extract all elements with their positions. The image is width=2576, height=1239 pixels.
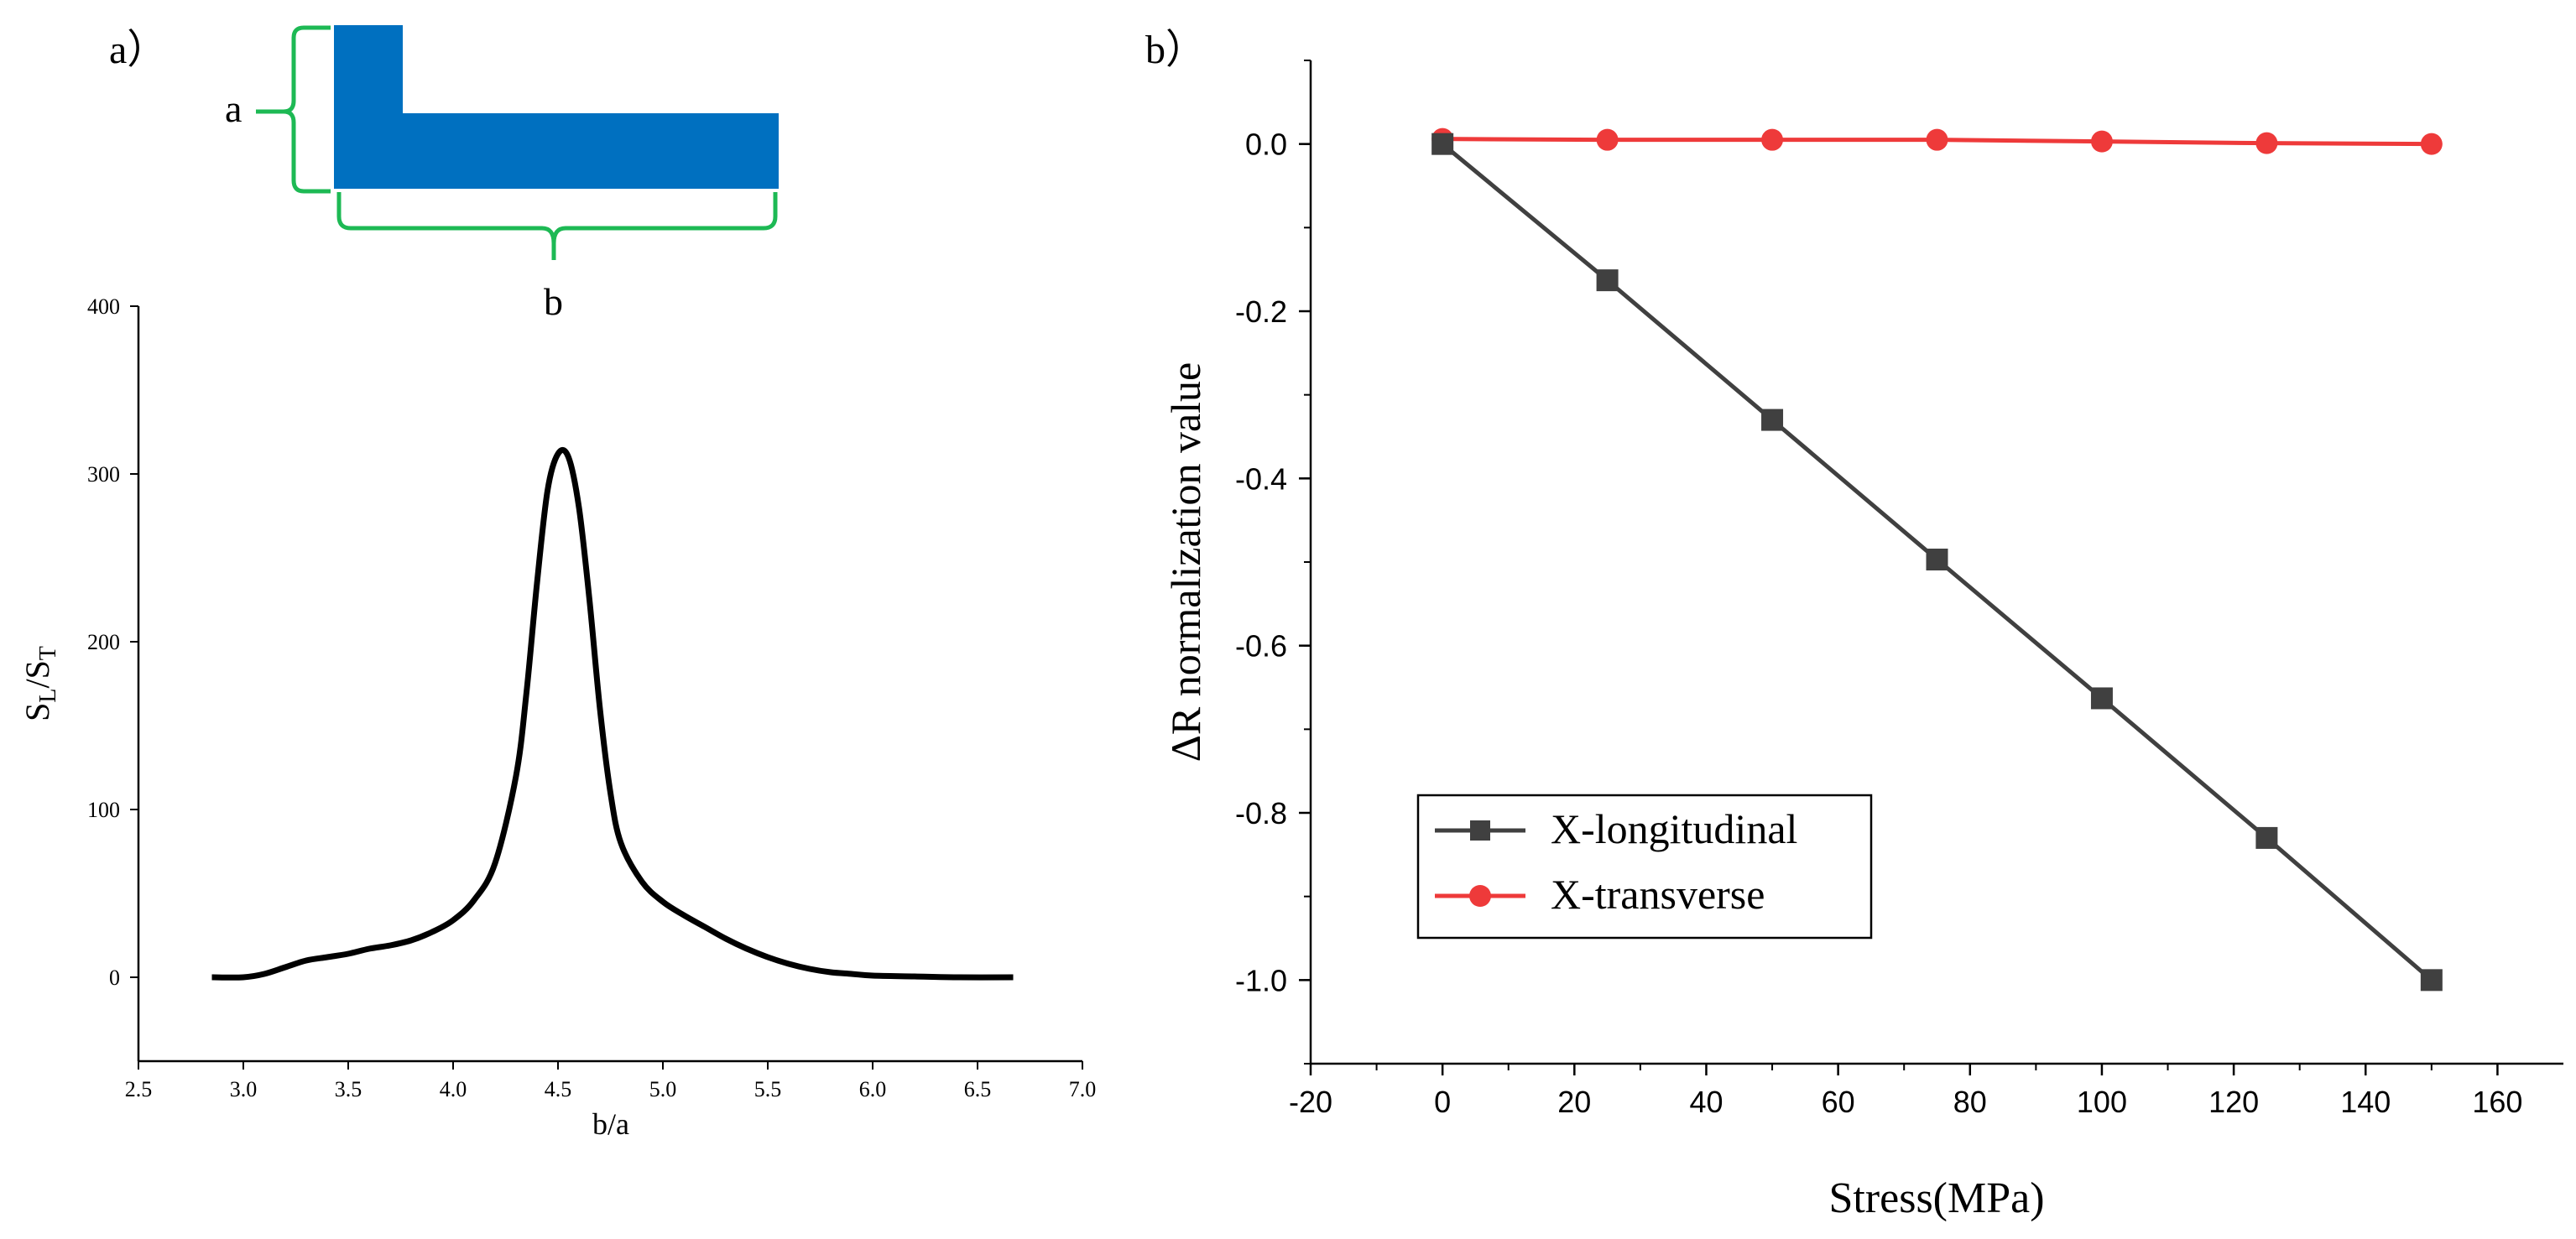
legend-box (1416, 794, 1873, 940)
x-ticks: -20 0 20 40 60 80 100 120 140 160 (1289, 1064, 2522, 1119)
y-tick-label: 200 (87, 630, 120, 654)
x-tick-label: 6.5 (964, 1077, 992, 1101)
x-tick-label: 3.5 (335, 1077, 362, 1101)
legend-label-transverse: X-transverse (1551, 871, 1765, 918)
legend-marker-transverse (1469, 885, 1491, 907)
dim-a-label: a (225, 87, 242, 130)
bracket-b (336, 192, 778, 260)
y-tick-label: -0.4 (1235, 461, 1287, 496)
panel-a-schematic: a b (225, 25, 779, 323)
y-axis-label: ΔR normalization value (1162, 362, 1209, 762)
series-layer (1431, 128, 2443, 992)
cross-section-shape (334, 25, 779, 189)
data-point-x-longitudinal (2420, 969, 2443, 992)
panel-a-chart: 0 100 200 300 400 2.5 3.0 3.5 4.0 4.5 5.0 5.5 6.0 6.… (18, 294, 1096, 1141)
x-tick-label: 160 (2472, 1085, 2522, 1119)
data-point-x-longitudinal (1596, 269, 1619, 292)
x-tick-label: 3.0 (230, 1077, 258, 1101)
data-point-x-longitudinal (2255, 826, 2278, 849)
x-tick-label: 5.5 (754, 1077, 782, 1101)
x-ticks: 2.5 3.0 3.5 4.0 4.5 5.0 5.5 6.0 6.5 7.0 (125, 1061, 1097, 1101)
x-tick-label: 40 (1689, 1085, 1723, 1119)
y-tick-label: 400 (87, 294, 120, 319)
y-tick-label: -0.2 (1235, 294, 1287, 329)
legend-label-longitudinal: X-longitudinal (1551, 805, 1797, 852)
x-tick-label: 4.0 (440, 1077, 467, 1101)
x-tick-label: 5.0 (649, 1077, 677, 1101)
panel-b-chart: 0.0 -0.2 -0.4 -0.6 -0.8 -1.0 -20 0 20 40 60 80 100 1… (1162, 60, 2563, 1222)
data-point-x-transverse (1926, 128, 1948, 151)
data-point-x-longitudinal (2090, 687, 2113, 710)
data-point-x-longitudinal (1926, 549, 1948, 571)
y-ticks: 0.0 -0.2 -0.4 -0.6 -0.8 -1.0 (1235, 60, 1311, 1065)
panel-a-label: a） (109, 28, 167, 72)
legend: X-longitudinal X-transverse (1416, 794, 1873, 940)
y-tick-label: 0.0 (1245, 128, 1287, 162)
x-tick-label: -20 (1289, 1085, 1332, 1119)
x-axis-label: Stress(MPa) (1828, 1174, 2044, 1222)
x-tick-label: 6.0 (859, 1077, 887, 1101)
panel-b-label: b） (1145, 28, 1206, 72)
y-tick-label: -0.8 (1235, 796, 1287, 830)
x-tick-label: 120 (2208, 1085, 2259, 1119)
x-tick-label: 0 (1434, 1085, 1451, 1119)
x-tick-label: 4.5 (545, 1077, 572, 1101)
series-line-sl-st (211, 447, 1014, 981)
bracket-a (256, 25, 331, 194)
y-tick-label: -0.6 (1235, 629, 1287, 664)
x-tick-label: 60 (1822, 1085, 1855, 1119)
data-point-x-transverse (2255, 132, 2278, 154)
data-point-x-transverse (2420, 133, 2443, 155)
data-point-x-longitudinal (1761, 409, 1784, 431)
dim-b-label: b (544, 280, 563, 323)
x-tick-label: 80 (1953, 1085, 1987, 1119)
y-tick-label: -1.0 (1235, 963, 1287, 997)
y-ticks: 0 100 200 300 400 (87, 294, 138, 990)
x-tick-label: 2.5 (125, 1077, 153, 1101)
x-tick-label: 100 (2077, 1085, 2127, 1119)
x-axis-label: b/a (592, 1107, 629, 1141)
y-tick-label: 0 (109, 966, 120, 990)
y-tick-label: 100 (87, 798, 120, 822)
series-layer (211, 447, 1014, 981)
x-tick-label: 7.0 (1069, 1077, 1097, 1101)
data-point-x-transverse (1761, 128, 1784, 151)
x-tick-label: 20 (1557, 1085, 1591, 1119)
legend-marker-longitudinal (1470, 820, 1490, 841)
x-tick-label: 140 (2340, 1085, 2391, 1119)
y-tick-label: 300 (87, 462, 120, 487)
data-point-x-transverse (1596, 128, 1619, 151)
data-point-x-longitudinal (1431, 133, 1454, 155)
data-point-x-transverse (2090, 130, 2113, 153)
y-axis-label: SL/ST (18, 646, 61, 721)
